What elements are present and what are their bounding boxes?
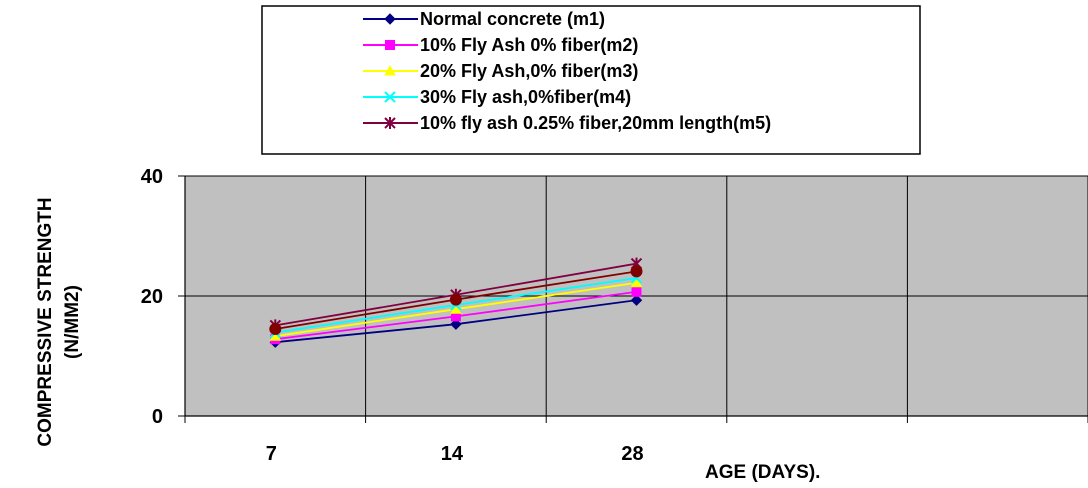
data-point: [630, 294, 643, 306]
x-tick-label: 7: [266, 443, 277, 465]
legend: Normal concrete (m1) 10% Fly Ash 0% fiber…: [261, 5, 921, 155]
y-axis-title-line2: (N/MM2): [62, 285, 83, 359]
legend-marker: [385, 40, 395, 50]
x-axis-title: AGE (DAYS).: [705, 462, 820, 483]
data-point: [449, 293, 462, 306]
legend-marker: [384, 117, 396, 129]
legend-marker: [384, 13, 396, 25]
legend-entry: 10% Fly Ash 0% fiber(m2): [363, 35, 638, 55]
legend-label: 20% Fly Ash,0% fiber(m3): [420, 61, 638, 81]
data-point: [269, 323, 282, 335]
series: [269, 257, 643, 348]
legend-label: Normal concrete (m1): [420, 9, 605, 29]
y-tick-label: 0: [152, 406, 163, 428]
legend-label: 10% fly ash 0.25% fiber,20mm length(m5): [420, 113, 771, 133]
legend-label: 30% Fly ash,0%fiber(m4): [420, 87, 631, 107]
x-tick-label: 28: [621, 443, 643, 465]
legend-marker: [384, 91, 396, 103]
legend-entry: 30% Fly ash,0%fiber(m4): [363, 87, 631, 107]
data-point: [630, 276, 643, 288]
x-tick-labels: 7 14 28: [266, 443, 644, 465]
legend-marker: [384, 64, 396, 76]
axes: [178, 175, 1088, 423]
series-6: [269, 265, 643, 335]
data-point: [630, 265, 643, 278]
legend-entry: 20% Fly Ash,0% fiber(m3): [363, 61, 638, 81]
legend-box: [261, 5, 921, 155]
data-point: [631, 286, 642, 297]
data-point: [450, 318, 462, 330]
legend-entry: Normal concrete (m1): [363, 9, 605, 29]
x-tick-label: 14: [441, 443, 464, 465]
y-axis-title-line1: COMPRESSIVE STRENGTH: [35, 197, 56, 446]
legend-label: 10% Fly Ash 0% fiber(m2): [420, 35, 638, 55]
y-tick-labels: 0 20 40: [141, 166, 163, 428]
legend-entry: 10% fly ash 0.25% fiber,20mm length(m5): [363, 113, 771, 133]
y-tick-label: 20: [141, 286, 163, 308]
y-tick-label: 40: [141, 166, 163, 188]
